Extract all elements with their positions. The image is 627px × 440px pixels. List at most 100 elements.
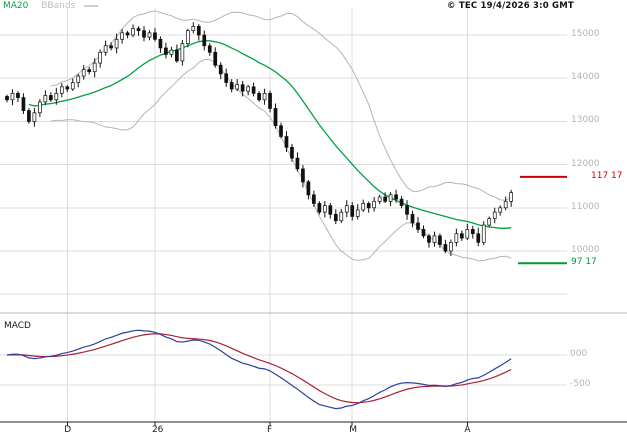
candle — [470, 229, 475, 235]
candle — [416, 222, 420, 230]
candle — [229, 82, 234, 90]
candle — [240, 84, 245, 92]
time-axis-label: 26 — [151, 425, 164, 435]
candle — [509, 192, 514, 202]
candle — [16, 92, 20, 98]
candle — [399, 198, 404, 206]
candle — [487, 218, 492, 226]
candle — [131, 28, 135, 36]
candle — [213, 51, 218, 66]
candle — [449, 242, 453, 252]
candle — [120, 32, 124, 40]
candle — [312, 194, 316, 204]
candle — [158, 38, 163, 49]
candle — [92, 62, 97, 73]
bband-lower-line — [50, 59, 512, 262]
resistance-price-label: 117 17 — [591, 170, 623, 181]
candle — [202, 34, 207, 47]
candle — [421, 229, 426, 237]
time-axis-label: D — [64, 425, 72, 435]
candle — [476, 233, 481, 243]
candle — [284, 136, 289, 148]
candle — [207, 45, 212, 53]
legend: MA20 BBands — [3, 1, 99, 12]
price-axis-label: 14000 — [571, 72, 600, 83]
price-axis-label: 13000 — [571, 115, 600, 126]
candle — [492, 211, 497, 219]
candle — [169, 49, 174, 55]
candle — [503, 200, 508, 209]
candle — [410, 213, 415, 224]
candle — [70, 82, 75, 90]
candle — [481, 224, 486, 243]
candle — [76, 75, 81, 83]
candle — [377, 196, 382, 202]
candle — [279, 125, 283, 137]
macd-signal-line — [6, 333, 512, 404]
candle — [81, 69, 86, 77]
candle — [438, 235, 442, 245]
candle — [142, 30, 146, 38]
bband-upper-line — [50, 10, 512, 201]
candle — [147, 32, 152, 38]
candle — [180, 43, 185, 62]
candle — [344, 205, 349, 213]
candle — [114, 38, 119, 49]
candle — [103, 45, 108, 53]
support-price-label: 97 17 — [571, 257, 597, 268]
bbands-legend-label: BBands — [41, 1, 76, 11]
candle — [196, 26, 201, 36]
price-axis-label: 15000 — [571, 29, 600, 39]
candle — [257, 92, 261, 101]
candle — [136, 28, 141, 32]
time-axis-label: M — [349, 425, 357, 435]
candle — [48, 95, 53, 101]
ma20-line — [28, 40, 512, 229]
candle — [164, 47, 168, 55]
candle — [125, 32, 130, 36]
candle — [322, 205, 327, 213]
price-axis-label: 12000 — [571, 158, 600, 169]
macd-axis-label: 000 — [570, 349, 588, 359]
candle — [224, 73, 229, 83]
macd-panel-label: MACD — [4, 321, 31, 331]
candle — [109, 45, 113, 49]
price-axis-label: 11000 — [571, 201, 600, 212]
candle — [246, 86, 250, 92]
candle — [443, 244, 448, 252]
candle — [454, 233, 459, 243]
candle — [465, 229, 470, 239]
candle — [328, 205, 333, 215]
candle — [317, 203, 322, 213]
candle — [333, 213, 338, 222]
candle — [32, 112, 37, 122]
candle — [290, 146, 294, 159]
candle — [235, 84, 240, 90]
candle — [65, 86, 70, 90]
candle — [339, 211, 344, 222]
candle — [175, 49, 179, 62]
time-axis-label: F — [267, 425, 273, 435]
candle — [355, 209, 360, 217]
candle — [268, 92, 272, 109]
candle — [405, 205, 409, 215]
candle — [21, 97, 26, 111]
candle — [54, 92, 59, 101]
candle — [27, 110, 31, 122]
macd-axis-label: -500 — [570, 379, 591, 389]
candle — [59, 86, 64, 94]
candle — [295, 157, 300, 170]
candle — [87, 69, 92, 73]
candle — [43, 95, 48, 103]
candle — [459, 233, 464, 239]
candle — [306, 181, 311, 196]
candle — [262, 92, 267, 101]
candle — [498, 207, 503, 213]
candle — [273, 108, 278, 127]
candle — [432, 235, 437, 243]
macd-line — [6, 329, 512, 410]
ma20-legend-label: MA20 — [3, 1, 29, 11]
copyright-text: © TEC 19/4/2026 3:0 GMT — [447, 1, 574, 11]
